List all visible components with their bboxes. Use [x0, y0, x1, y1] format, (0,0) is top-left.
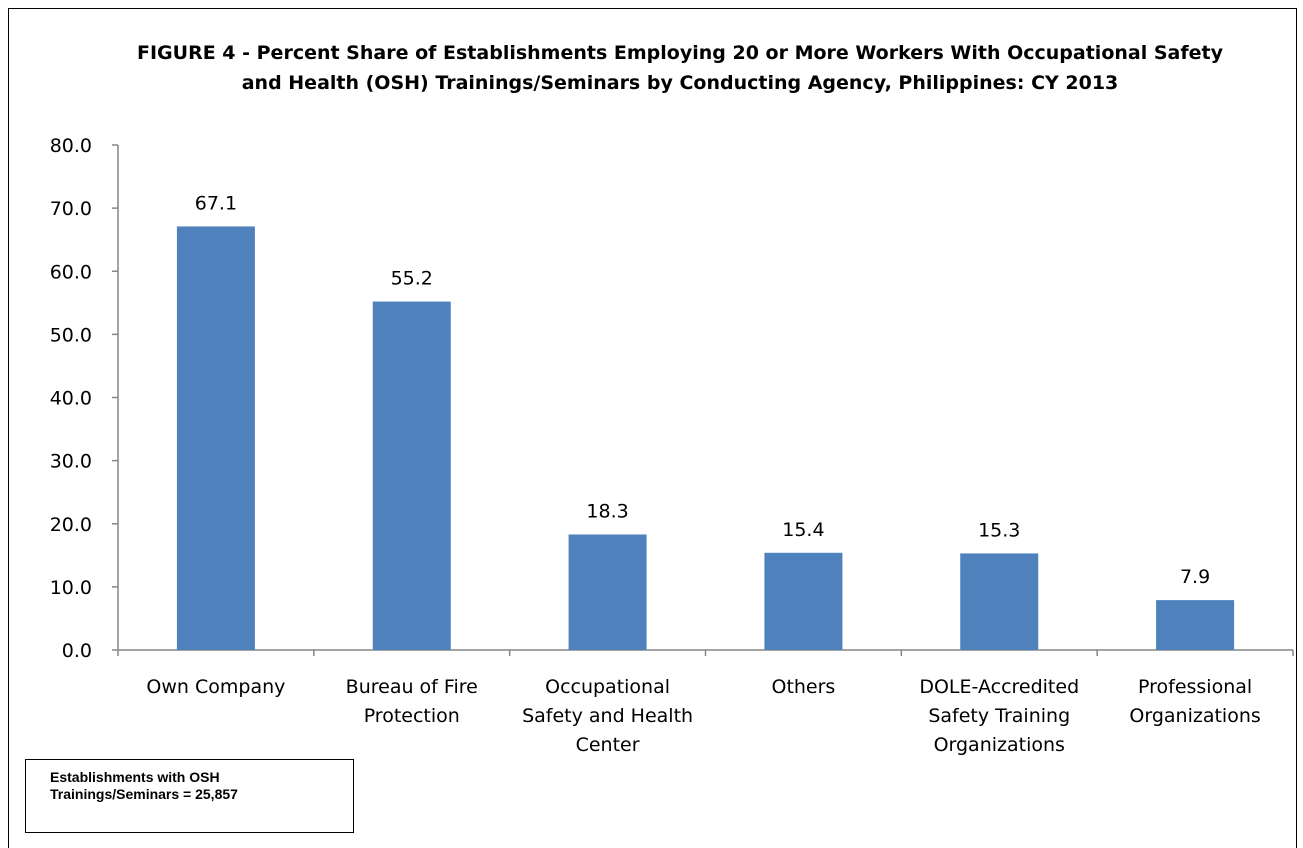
category-label: Others — [771, 676, 835, 698]
y-tick-label: 30.0 — [50, 451, 92, 473]
establishments-note-box: Establishments with OSH Trainings/Semina… — [25, 759, 354, 833]
bar — [960, 553, 1039, 650]
category-label: Bureau of Fire — [346, 676, 478, 698]
chart-title-line-1: FIGURE 4 - Percent Share of Establishmen… — [137, 42, 1223, 64]
category-label: DOLE-Accredited — [919, 676, 1079, 698]
bar — [176, 226, 255, 650]
data-label: 55.2 — [391, 268, 433, 290]
data-label: 15.3 — [978, 519, 1020, 541]
bar — [372, 301, 451, 650]
category-label: Organizations — [934, 734, 1065, 756]
data-label: 7.9 — [1180, 566, 1210, 588]
category-label: Safety Training — [928, 705, 1070, 727]
y-tick-label: 20.0 — [50, 514, 92, 536]
data-label: 18.3 — [586, 500, 628, 522]
category-label: Professional — [1138, 676, 1252, 698]
category-label: Occupational — [545, 676, 670, 698]
y-tick-label: 70.0 — [50, 198, 92, 220]
y-tick-label: 40.0 — [50, 388, 92, 410]
note-line-1: Establishments with OSH — [50, 769, 220, 785]
chart-frame — [8, 8, 1297, 848]
chart-title: FIGURE 4 - Percent Share of Establishmen… — [60, 38, 1300, 98]
category-label: Protection — [364, 705, 460, 727]
y-tick-label: 50.0 — [50, 324, 92, 346]
category-label: Center — [576, 734, 640, 756]
note-line-2: Trainings/Seminars = 25,857 — [50, 786, 238, 802]
data-label: 67.1 — [195, 192, 237, 214]
category-label: Own Company — [146, 676, 285, 698]
category-label: Organizations — [1129, 705, 1260, 727]
y-tick-label: 80.0 — [50, 135, 92, 157]
y-tick-label: 10.0 — [50, 577, 92, 599]
data-label: 15.4 — [782, 519, 824, 541]
bar — [1156, 600, 1235, 650]
y-tick-label: 0.0 — [62, 640, 92, 662]
y-tick-label: 60.0 — [50, 261, 92, 283]
category-label: Safety and Health — [522, 705, 693, 727]
chart-title-line-2: and Health (OSH) Trainings/Seminars by C… — [241, 72, 1119, 94]
bar — [764, 552, 843, 650]
bar — [568, 534, 647, 650]
